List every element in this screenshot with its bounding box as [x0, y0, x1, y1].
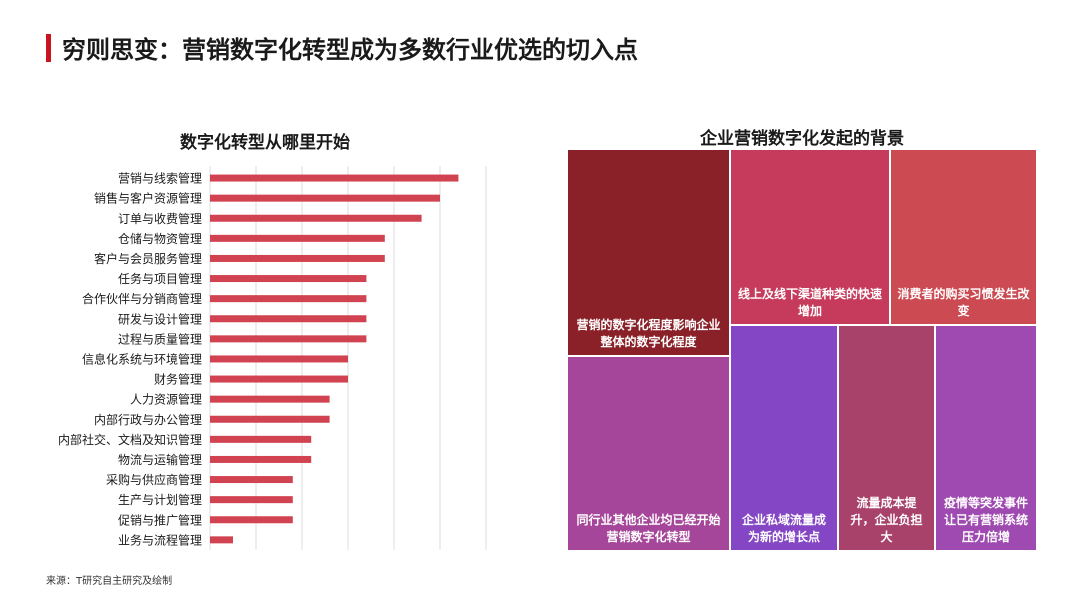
bar-category-label: 生产与计划管理: [118, 492, 202, 507]
bar-category-label: 研发与设计管理: [118, 311, 202, 326]
bar: [210, 174, 459, 182]
source-note: 来源：T研究自主研究及绘制: [46, 576, 173, 587]
bar-category-label: 订单与收费管理: [118, 211, 202, 226]
bar: [210, 516, 293, 524]
treemap-cell-digital-degree: 营销的数字化程度影响企业整体的数字化程度: [568, 150, 729, 355]
bar-chart: 营销与线索管理销售与客户资源管理订单与收费管理仓储与物资管理客户与会员服务管理任…: [58, 166, 487, 550]
bar: [210, 415, 330, 423]
bar: [210, 254, 385, 262]
bar: [210, 335, 367, 343]
bar-category-label: 客户与会员服务管理: [94, 251, 202, 266]
bar-category-label: 促销与推广管理: [118, 512, 202, 527]
bar-category-label: 采购与供应商管理: [106, 472, 202, 487]
bar-category-label: 内部行政与办公管理: [94, 412, 202, 427]
bar: [210, 315, 367, 323]
bar-category-label: 人力资源管理: [130, 392, 202, 407]
bar: [210, 234, 385, 242]
title-accent-bar: [46, 34, 51, 62]
bar-category-label: 过程与质量管理: [118, 331, 202, 346]
bar: [210, 395, 330, 403]
treemap-title: 企业营销数字化发起的背景: [700, 129, 904, 149]
bar-category-label: 合作伙伴与分销商管理: [82, 291, 202, 306]
bar: [210, 455, 312, 463]
bar: [210, 214, 422, 222]
treemap-cell-pandemic: 疫情等突发事件让已有营销系统压力倍增: [936, 326, 1036, 550]
bar: [210, 275, 367, 283]
treemap-cell-channels: 线上及线下渠道种类的快速增加: [731, 150, 889, 324]
bar: [210, 476, 293, 484]
bar: [210, 194, 440, 202]
treemap-cell-consumer-habits: 消费者的购买习惯发生改变: [891, 150, 1036, 324]
page-title: 穷则思变：营销数字化转型成为多数行业优选的切入点: [62, 36, 638, 64]
treemap-cell-traffic-cost: 流量成本提升，企业负担大: [839, 326, 934, 550]
bar-category-label: 内部社交、文档及知识管理: [58, 432, 202, 447]
bar-category-label: 销售与客户资源管理: [94, 191, 202, 206]
treemap-cell-private-traffic: 企业私域流量成为新的增长点: [731, 326, 837, 550]
bar-category-label: 仓储与物资管理: [118, 231, 202, 246]
bar: [210, 355, 348, 363]
treemap-cell-peers-transforming: 同行业其他企业均已经开始营销数字化转型: [568, 357, 729, 550]
bar-category-label: 任务与项目管理: [118, 271, 202, 286]
bar: [210, 496, 293, 504]
bar: [210, 375, 348, 383]
bar: [210, 536, 233, 544]
treemap: 营销的数字化程度影响企业整体的数字化程度 线上及线下渠道种类的快速增加 消费者的…: [568, 150, 1036, 550]
bar: [210, 435, 312, 443]
bar-chart-title: 数字化转型从哪里开始: [180, 133, 350, 153]
bar-category-label: 营销与线索管理: [118, 171, 202, 186]
bar-category-label: 物流与运输管理: [118, 452, 202, 467]
bar-category-label: 财务管理: [154, 372, 202, 387]
bar-category-label: 业务与流程管理: [118, 532, 202, 547]
bar: [210, 295, 367, 303]
bar-category-label: 信息化系统与环境管理: [82, 351, 202, 366]
